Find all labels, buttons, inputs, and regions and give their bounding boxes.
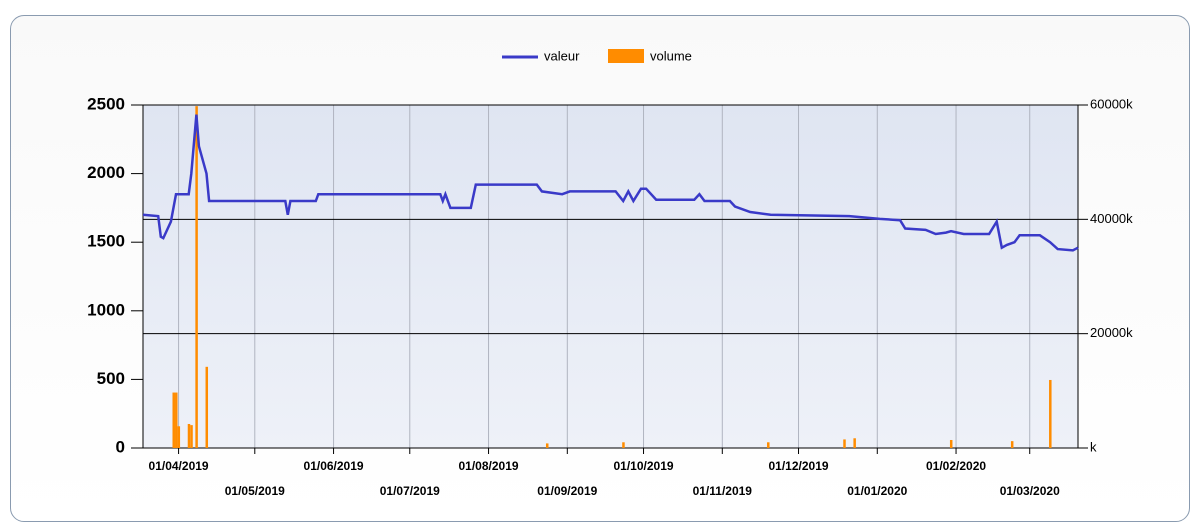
x-tick-label: 01/11/2019 <box>693 484 753 498</box>
y2-tick-label: 60000k <box>1090 96 1133 111</box>
volume-bar <box>190 425 193 448</box>
y-tick-label: 500 <box>97 369 125 388</box>
legend-label: volume <box>650 48 692 63</box>
x-tick-label: 01/01/2020 <box>847 484 907 498</box>
valeur-line <box>142 114 1079 252</box>
x-tick-label: 01/05/2019 <box>225 484 285 498</box>
volume-bar <box>205 366 209 448</box>
volume-bar <box>843 439 846 448</box>
volume-bar <box>949 439 953 448</box>
x-tick-label: 01/12/2019 <box>768 459 828 473</box>
legend-label: valeur <box>544 48 580 63</box>
x-tick-label: 01/06/2019 <box>304 459 364 473</box>
volume-bar <box>853 438 856 448</box>
volume-bar <box>767 442 770 448</box>
x-tick-label: 01/03/2020 <box>1000 484 1060 498</box>
volume-bar <box>172 392 175 448</box>
y2-tick-label: 40000k <box>1090 211 1133 226</box>
y2-tick-label: 20000k <box>1090 325 1133 340</box>
volume-bar <box>1049 379 1052 448</box>
x-tick-label: 01/08/2019 <box>459 459 519 473</box>
y-tick-label: 1500 <box>87 232 125 251</box>
x-tick-label: 01/02/2020 <box>926 459 986 473</box>
x-tick-label: 01/09/2019 <box>537 484 597 498</box>
y-tick-label: 1000 <box>87 300 125 319</box>
x-tick-label: 01/04/2019 <box>149 459 209 473</box>
y-tick-label: 2000 <box>87 163 125 182</box>
volume-bar <box>1010 441 1014 448</box>
y-tick-label: 0 <box>116 437 125 456</box>
volume-bar <box>177 426 181 448</box>
legend-swatch <box>608 49 644 63</box>
x-tick-label: 01/10/2019 <box>613 459 673 473</box>
volume-bar <box>195 106 198 448</box>
y2-tick-label: k <box>1090 439 1097 454</box>
volume-bar <box>622 442 625 448</box>
plot-area <box>142 104 1079 449</box>
y-tick-label: 2500 <box>87 94 125 113</box>
volume-bar <box>187 423 191 448</box>
volume-bar <box>175 392 178 448</box>
volume-bar <box>545 443 549 448</box>
x-tick-label: 01/07/2019 <box>380 484 440 498</box>
